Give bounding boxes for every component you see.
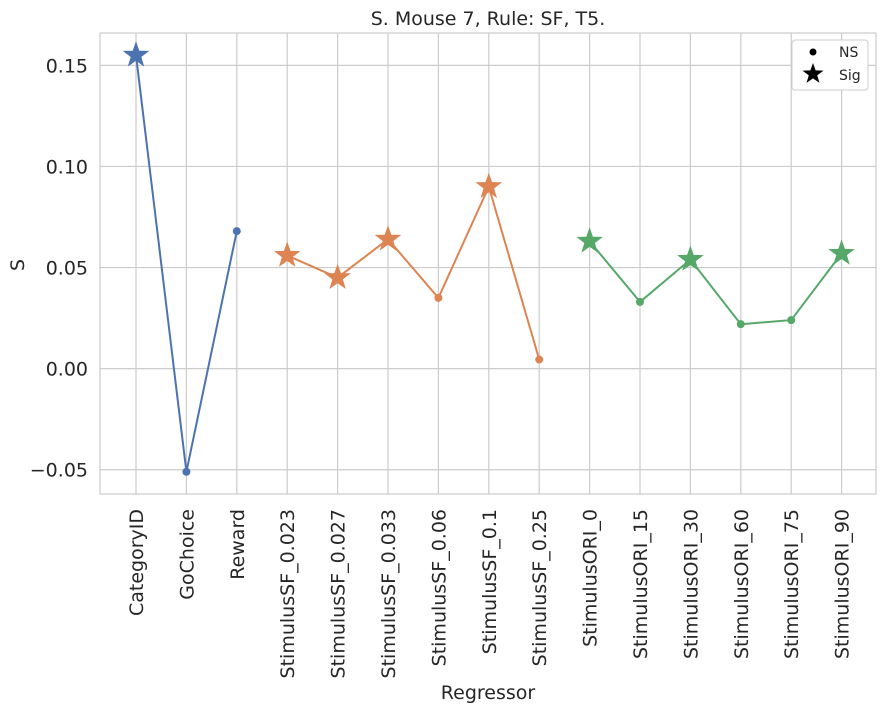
data-point-ns [434, 293, 443, 302]
data-point-ns [787, 316, 796, 325]
series-0 [122, 41, 241, 476]
x-tick-label: StimulusSF_0.027 [328, 509, 350, 678]
legend-sig-label: Sig [839, 68, 861, 84]
data-point-sig [273, 241, 301, 267]
y-tick-label: 0.10 [46, 156, 88, 178]
data-point-sig [828, 239, 855, 265]
x-tick-label: StimulusORI_15 [630, 509, 652, 659]
legend: NS Sig [791, 39, 869, 91]
data-point-ns [232, 227, 241, 236]
y-tick-labels: −0.05 0.00 0.05 0.10 0.15 [30, 55, 88, 481]
x-axis-label: Regressor [441, 682, 536, 704]
legend-ns-marker [809, 48, 817, 56]
x-tick-label: StimulusSF_0.25 [529, 509, 551, 666]
x-tick-label: GoChoice [176, 509, 198, 600]
x-tick-label: StimulusSF_0.023 [277, 509, 299, 678]
legend-ns-label: NS [839, 45, 858, 61]
data-point-sig [475, 172, 503, 198]
x-tick-label: Reward [227, 509, 249, 580]
x-tick-label: StimulusORI_90 [832, 509, 854, 659]
series-line [588, 240, 843, 326]
x-tick-label: StimulusSF_0.06 [428, 509, 450, 666]
y-tick-label: 0.00 [46, 359, 88, 381]
data-point-ns [182, 467, 191, 476]
x-tick-label: CategoryID [126, 509, 148, 616]
series-layer [122, 41, 855, 476]
data-point-ns [636, 297, 644, 306]
data-point-ns [736, 320, 745, 329]
data-point-sig [374, 225, 402, 251]
plot-frame [99, 32, 877, 495]
x-tick-label: StimulusORI_0 [580, 509, 602, 647]
x-tick-label: StimulusORI_30 [680, 509, 702, 659]
x-tick-label: StimulusSF_0.1 [479, 509, 501, 654]
x-tick-labels: CategoryID GoChoice Reward StimulusSF_0.023… [126, 509, 854, 678]
data-point-sig [576, 227, 603, 253]
y-tick-label: −0.05 [30, 460, 88, 482]
y-tick-label: 0.05 [46, 258, 88, 280]
series-2 [576, 227, 855, 329]
legend-sig-marker [802, 63, 824, 83]
series-1 [273, 172, 544, 364]
chart-title: S. Mouse 7, Rule: SF, T5. [371, 8, 606, 30]
y-tick-label: 0.15 [46, 55, 88, 77]
y-axis-label: S [7, 259, 29, 271]
data-point-sig [677, 245, 704, 271]
data-point-sig [324, 263, 351, 289]
data-point-sig [122, 41, 150, 67]
x-tick-label: StimulusORI_75 [781, 509, 803, 659]
x-tick-label: StimulusSF_0.033 [378, 509, 400, 678]
data-point-ns [535, 355, 544, 364]
x-tick-label: StimulusORI_60 [731, 509, 753, 659]
